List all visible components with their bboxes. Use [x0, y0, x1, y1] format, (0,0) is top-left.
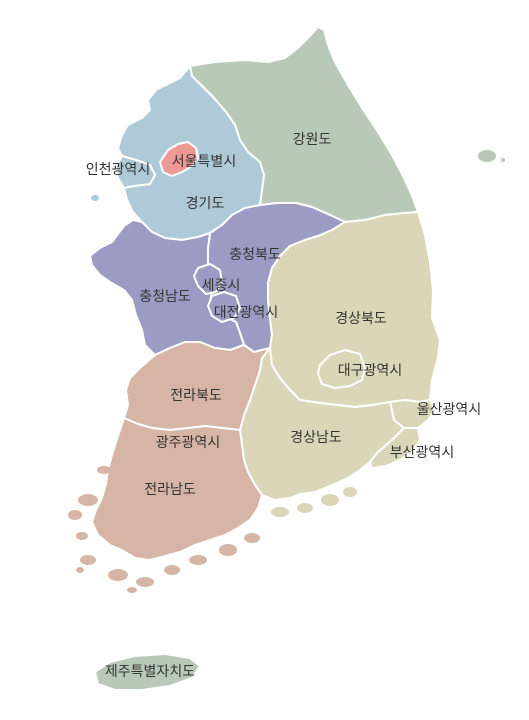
region-jeju[interactable]	[94, 653, 201, 691]
region-seoul[interactable]	[159, 141, 199, 177]
region-daejeon[interactable]	[207, 291, 241, 323]
coastal-islands	[68, 466, 260, 593]
coastal-islands-west	[91, 195, 99, 201]
region-busan[interactable]	[369, 427, 421, 469]
region-sejong[interactable]	[193, 263, 223, 295]
region-jeonnam[interactable]	[91, 417, 263, 561]
ulleungdo-island	[478, 150, 505, 162]
coastal-islands-east	[271, 487, 357, 517]
region-incheon[interactable]	[115, 155, 156, 189]
region-daegu[interactable]	[317, 349, 366, 389]
region-jeonbuk[interactable]	[123, 341, 271, 431]
